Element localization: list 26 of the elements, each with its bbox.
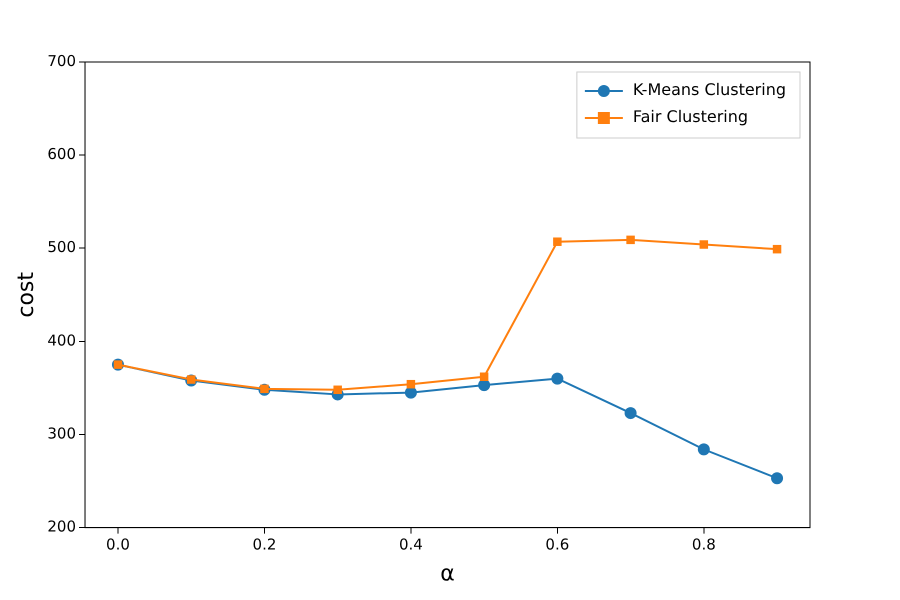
x-tick-label: 0.8 [692, 535, 716, 554]
point [772, 244, 782, 254]
legend-label: Fair Clustering [632, 107, 748, 126]
point [626, 236, 635, 244]
point [480, 372, 488, 381]
point [406, 380, 416, 388]
point [700, 240, 708, 249]
point [551, 372, 564, 385]
y-tick-label: 500 [47, 238, 76, 256]
x-axis-title: α [440, 562, 455, 587]
y-tick-label: 200 [47, 517, 76, 536]
point [698, 443, 710, 456]
y-tick-label: 300 [47, 424, 76, 442]
legend-label: K-Means Clustering [632, 80, 786, 100]
point [553, 237, 562, 246]
y-tick-label: 700 [47, 52, 76, 70]
x-tick-label: 0.6 [545, 535, 570, 554]
x-tick-label: 0.4 [398, 535, 423, 554]
y-tick-label: 400 [47, 331, 76, 350]
y-axis-title: cost [14, 272, 39, 318]
x-tick-label: 0.0 [106, 535, 130, 554]
point [333, 386, 342, 394]
point [624, 407, 637, 420]
point [771, 472, 784, 484]
y-tick-label: 600 [47, 145, 76, 164]
x-tick-label: 0.2 [252, 535, 276, 554]
